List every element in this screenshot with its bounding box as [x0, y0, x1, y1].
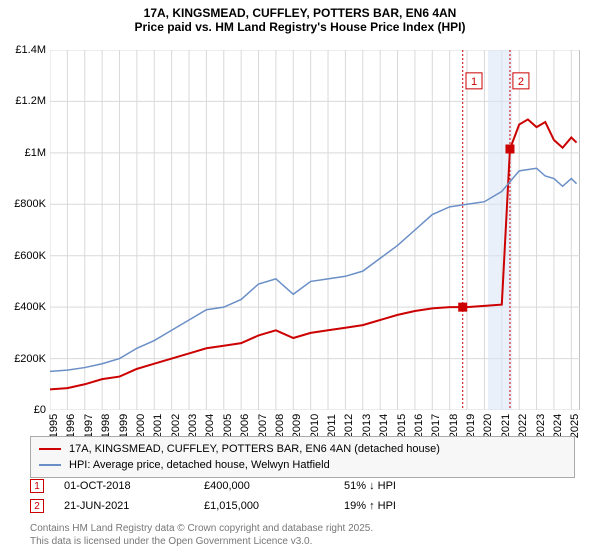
x-tick-label: 1996: [66, 414, 78, 438]
x-tick-label: 2006: [239, 414, 251, 438]
x-tick-label: 2016: [413, 414, 425, 438]
footer-date-0: 01-OCT-2018: [64, 480, 204, 492]
x-tick-label: 2020: [483, 414, 495, 438]
x-tick-label: 2012: [344, 414, 356, 438]
svg-text:2: 2: [518, 76, 524, 88]
y-tick-label: £1.4M: [15, 44, 46, 56]
x-tick-label: 2022: [517, 414, 529, 438]
footer-date-1: 21-JUN-2021: [64, 500, 204, 512]
x-tick-label: 2011: [326, 414, 338, 438]
license-line-1: Contains HM Land Registry data © Crown c…: [30, 522, 373, 535]
x-tick-label: 2000: [135, 414, 147, 438]
legend-label-1: HPI: Average price, detached house, Welw…: [69, 459, 330, 471]
x-tick-label: 2013: [361, 414, 373, 438]
marker-2-icon: 2: [30, 499, 44, 513]
footer-row-1: 2 21-JUN-2021 £1,015,000 19% ↑ HPI: [30, 496, 484, 516]
svg-text:1: 1: [471, 76, 477, 88]
legend-row-1: HPI: Average price, detached house, Welw…: [39, 457, 566, 473]
footer-diff-0: 51% ↓ HPI: [344, 480, 484, 492]
chart-area: 12 £0£200K£400K£600K£800K£1M£1.2M£1.4M 1…: [50, 50, 580, 410]
x-tick-label: 2018: [448, 414, 460, 438]
footer-price-0: £400,000: [204, 480, 344, 492]
x-tick-label: 2017: [431, 414, 443, 438]
chart-title-block: 17A, KINGSMEAD, CUFFLEY, POTTERS BAR, EN…: [0, 0, 600, 36]
y-tick-label: £400K: [14, 301, 46, 313]
legend-label-0: 17A, KINGSMEAD, CUFFLEY, POTTERS BAR, EN…: [69, 443, 440, 455]
x-tick-label: 2019: [465, 414, 477, 438]
x-tick-label: 2021: [500, 414, 512, 438]
x-tick-label: 2002: [170, 414, 182, 438]
legend-row-0: 17A, KINGSMEAD, CUFFLEY, POTTERS BAR, EN…: [39, 441, 566, 457]
x-tick-label: 2014: [378, 414, 390, 438]
license-line-2: This data is licensed under the Open Gov…: [30, 535, 373, 548]
y-tick-label: £0: [34, 404, 46, 416]
x-tick-label: 2025: [570, 414, 582, 438]
legend-swatch-0: [39, 448, 61, 450]
x-tick-label: 2024: [552, 414, 564, 438]
x-tick-label: 2009: [292, 414, 304, 438]
x-tick-label: 2008: [274, 414, 286, 438]
footer-price-1: £1,015,000: [204, 500, 344, 512]
y-tick-label: £800K: [14, 198, 46, 210]
x-tick-label: 2010: [309, 414, 321, 438]
x-tick-label: 2004: [205, 414, 217, 438]
title-line-2: Price paid vs. HM Land Registry's House …: [0, 20, 600, 34]
y-tick-label: £1.2M: [15, 95, 46, 107]
chart-svg: 12: [50, 50, 580, 410]
legend: 17A, KINGSMEAD, CUFFLEY, POTTERS BAR, EN…: [30, 436, 575, 478]
title-line-1: 17A, KINGSMEAD, CUFFLEY, POTTERS BAR, EN…: [0, 6, 600, 20]
footer-row-0: 1 01-OCT-2018 £400,000 51% ↓ HPI: [30, 476, 484, 496]
x-tick-label: 2003: [187, 414, 199, 438]
license-text: Contains HM Land Registry data © Crown c…: [30, 522, 373, 548]
x-tick-label: 1998: [100, 414, 112, 438]
legend-swatch-1: [39, 464, 61, 466]
x-tick-label: 1997: [83, 414, 95, 438]
footer-table: 1 01-OCT-2018 £400,000 51% ↓ HPI 2 21-JU…: [30, 476, 484, 516]
y-tick-label: £600K: [14, 250, 46, 262]
x-tick-label: 2001: [152, 414, 164, 438]
x-tick-label: 2007: [257, 414, 269, 438]
x-tick-label: 2023: [535, 414, 547, 438]
footer-diff-1: 19% ↑ HPI: [344, 500, 484, 512]
x-tick-label: 2015: [396, 414, 408, 438]
x-tick-label: 1999: [118, 414, 130, 438]
x-tick-label: 2005: [222, 414, 234, 438]
x-tick-label: 1995: [48, 414, 60, 438]
marker-1-icon: 1: [30, 479, 44, 493]
y-tick-label: £1M: [25, 147, 46, 159]
y-tick-label: £200K: [14, 353, 46, 365]
